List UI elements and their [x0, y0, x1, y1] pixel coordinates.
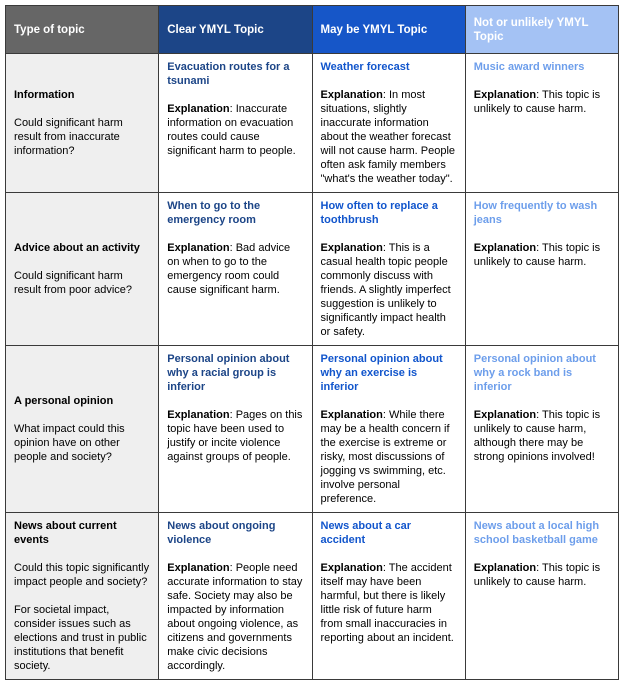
topic-title: Advice about an activity [14, 242, 140, 254]
header-not-ymyl: Not or unlikely YMYL Topic [464, 5, 620, 54]
explanation-text: Bad advice on when to go to the emergenc… [167, 242, 291, 296]
explanation-label: Explanation [167, 242, 230, 254]
explanation-label: Explanation [473, 562, 537, 574]
maybe-ymyl-cell: News about a car accident Explanation: T… [311, 512, 466, 680]
explanation-label: Explanation [320, 409, 383, 421]
explanation-label: Explanation [320, 89, 383, 101]
example-title: Evacuation routes for a tsunami [167, 61, 290, 87]
explanation-separator: : [536, 409, 543, 421]
example-explanation: Explanation: This topic is unlikely to c… [474, 561, 610, 589]
topic-title: News about current events [14, 520, 117, 546]
explanation-text: This topic is unlikely to cause harm, al… [473, 409, 601, 463]
example-title: Personal opinion about why a racial grou… [167, 353, 290, 393]
topic-cell-news: News about current events Could this top… [4, 512, 160, 680]
explanation-separator: : [536, 242, 543, 254]
example-title: News about a car accident [320, 520, 411, 546]
example-title: Personal opinion about why a rock band i… [473, 353, 596, 393]
explanation-text: This topic is unlikely to cause harm. [473, 242, 601, 268]
clear-ymyl-cell: When to go to the emergency room Explana… [158, 192, 313, 346]
explanation-text: The accident itself may have been harmfu… [320, 562, 454, 644]
not-ymyl-cell: Music award winners Explanation: This to… [464, 53, 620, 193]
not-ymyl-cell: Personal opinion about why a rock band i… [464, 345, 620, 513]
not-ymyl-cell: News about a local high school basketbal… [464, 512, 620, 680]
example-explanation: Explanation: This is a casual health top… [321, 241, 457, 339]
example-explanation: Explanation: The accident itself may hav… [321, 561, 457, 645]
explanation-separator: : [536, 89, 543, 101]
example-explanation: Explanation: In most situations, slightl… [321, 88, 457, 186]
explanation-separator: : [382, 242, 389, 254]
example-explanation: Explanation: This topic is unlikely to c… [474, 241, 610, 269]
explanation-label: Explanation [167, 562, 230, 574]
explanation-separator: : [229, 242, 236, 254]
example-title: How frequently to wash jeans [473, 200, 598, 226]
topic-question-2: For societal impact, consider issues suc… [14, 604, 147, 672]
table-row-personal-opinion: A personal opinion What impact could thi… [4, 345, 620, 513]
topic-title: Information [14, 89, 75, 101]
explanation-label: Explanation [473, 242, 537, 254]
example-explanation: Explanation: This topic is unlikely to c… [474, 408, 610, 464]
clear-ymyl-cell: Evacuation routes for a tsunami Explanat… [158, 53, 313, 193]
table-row-news: News about current events Could this top… [4, 512, 620, 680]
header-maybe-ymyl: May be YMYL Topic [311, 5, 466, 54]
maybe-ymyl-cell: Personal opinion about why an exercise i… [311, 345, 466, 513]
explanation-label: Explanation [320, 242, 383, 254]
explanation-separator: : [382, 89, 389, 101]
clear-ymyl-cell: News about ongoing violence Explanation:… [158, 512, 313, 680]
explanation-separator: : [229, 103, 236, 115]
explanation-label: Explanation [473, 409, 537, 421]
explanation-separator: : [382, 409, 389, 421]
topic-cell-information: Information Could significant harm resul… [4, 53, 160, 193]
topic-cell-advice: Advice about an activity Could significa… [4, 192, 160, 346]
explanation-label: Explanation [167, 409, 230, 421]
explanation-label: Explanation [320, 562, 383, 574]
example-title: News about a local high school basketbal… [473, 520, 600, 546]
explanation-text: Inaccurate information on evacuation rou… [167, 103, 296, 157]
explanation-text: People need accurate information to stay… [167, 562, 303, 672]
table-row-information: Information Could significant harm resul… [4, 53, 620, 193]
explanation-separator: : [229, 409, 236, 421]
maybe-ymyl-cell: How often to replace a toothbrush Explan… [311, 192, 466, 346]
example-title: When to go to the emergency room [167, 200, 261, 226]
not-ymyl-cell: How frequently to wash jeans Explanation… [464, 192, 620, 346]
explanation-text: This topic is unlikely to cause harm. [473, 89, 601, 115]
example-explanation: Explanation: While there may be a health… [321, 408, 457, 506]
topic-cell-personal-opinion: A personal opinion What impact could thi… [4, 345, 160, 513]
header-row: Type of topic Clear YMYL Topic May be YM… [4, 5, 620, 54]
explanation-label: Explanation [167, 103, 230, 115]
header-type-of-topic: Type of topic [4, 5, 160, 54]
example-title: How often to replace a toothbrush [320, 200, 438, 226]
explanation-text: Pages on this topic have been used to ju… [167, 409, 303, 463]
maybe-ymyl-cell: Weather forecast Explanation: In most si… [311, 53, 466, 193]
example-title: Music award winners [473, 61, 585, 73]
example-explanation: Explanation: This topic is unlikely to c… [474, 88, 610, 116]
topic-question: Could significant harm result from inacc… [14, 117, 123, 157]
example-explanation: Explanation: Pages on this topic have be… [167, 408, 303, 464]
ymyl-topic-table: Type of topic Clear YMYL Topic May be YM… [4, 5, 620, 680]
explanation-text: While there may be a health concern if t… [320, 409, 450, 505]
topic-question: What impact could this opinion have on o… [14, 423, 125, 463]
topic-question: Could significant harm result from poor … [14, 270, 132, 296]
example-explanation: Explanation: Inaccurate information on e… [167, 102, 303, 158]
topic-question: Could this topic significantly impact pe… [14, 562, 150, 588]
clear-ymyl-cell: Personal opinion about why a racial grou… [158, 345, 313, 513]
explanation-text: In most situations, slightly inaccurate … [320, 89, 456, 185]
example-title: News about ongoing violence [167, 520, 276, 546]
example-explanation: Explanation: People need accurate inform… [167, 561, 303, 673]
example-title: Weather forecast [320, 61, 410, 73]
example-title: Personal opinion about why an exercise i… [320, 353, 443, 393]
example-explanation: Explanation: Bad advice on when to go to… [167, 241, 303, 297]
header-clear-ymyl: Clear YMYL Topic [158, 5, 313, 54]
topic-title: A personal opinion [14, 395, 114, 407]
explanation-text: This is a casual health topic people com… [320, 242, 451, 338]
explanation-label: Explanation [473, 89, 537, 101]
table-row-advice: Advice about an activity Could significa… [4, 192, 620, 346]
